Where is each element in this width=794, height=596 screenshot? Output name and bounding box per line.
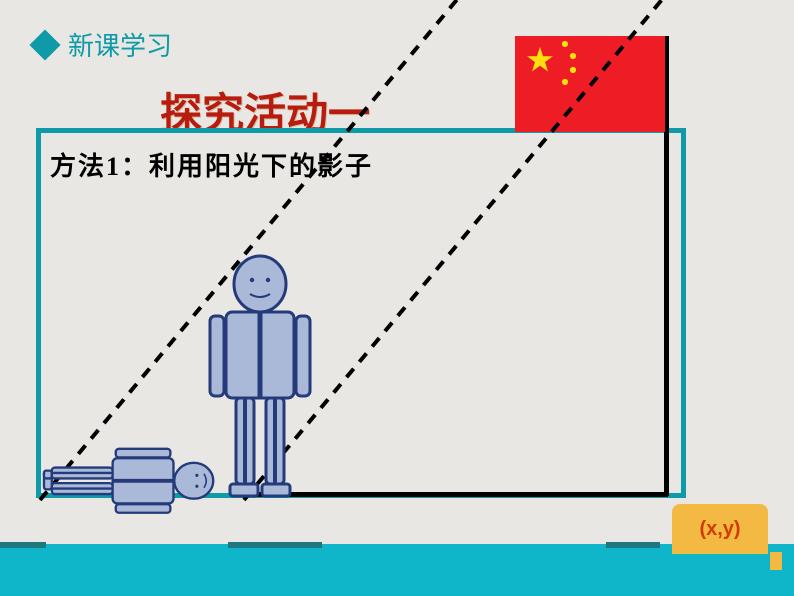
- diamond-bullet-icon: [29, 29, 60, 60]
- coordinate-badge: (x,y): [672, 504, 768, 554]
- strip-block: [0, 542, 46, 548]
- strip-block: [606, 542, 660, 548]
- china-flag: [515, 36, 665, 132]
- content-frame: [36, 128, 686, 498]
- section-header: 新课学习: [34, 26, 172, 63]
- strip-block: [228, 542, 322, 548]
- method-text: 方法1：利用阳光下的影子: [50, 146, 373, 183]
- badge-notch: [770, 552, 782, 570]
- ground-line: [248, 492, 668, 497]
- coordinate-badge-text: (x,y): [699, 518, 740, 541]
- section-header-label: 新课学习: [68, 26, 172, 63]
